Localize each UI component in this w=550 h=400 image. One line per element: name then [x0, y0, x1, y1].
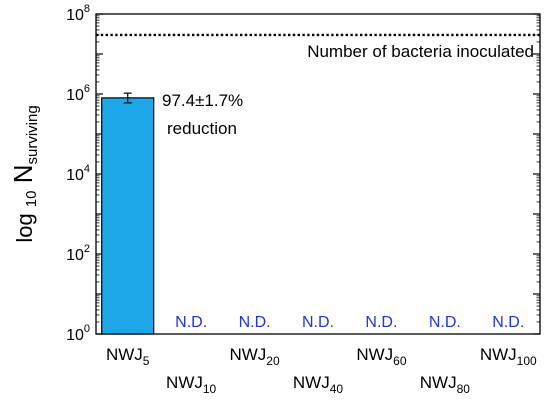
- x-category-label: NWJ5: [106, 345, 150, 368]
- y-tick-label: 100: [66, 323, 90, 344]
- reference-line-group: Number of bacteria inoculated: [96, 33, 540, 61]
- nd-label: N.D.: [302, 314, 334, 331]
- x-category-label: NWJ100: [480, 345, 537, 368]
- y-tick-label: 108: [66, 3, 90, 24]
- y-axis-ticks: 100 102 104 106 108: [66, 3, 540, 344]
- x-axis-category-labels: NWJ5 NWJ10 NWJ20 NWJ40 NWJ60 NWJ80 NWJ100: [106, 345, 537, 396]
- y-tick-label: 102: [66, 243, 90, 264]
- reference-line-label: Number of bacteria inoculated: [307, 42, 534, 61]
- x-category-label: NWJ10: [166, 373, 217, 396]
- x-category-label: NWJ80: [420, 373, 471, 396]
- plot-border: [95, 13, 541, 335]
- nd-label: N.D.: [175, 314, 207, 331]
- annotation-line2: reduction: [167, 119, 237, 138]
- x-category-label: NWJ40: [293, 373, 344, 396]
- annotation-line1: 97.4±1.7%: [162, 91, 243, 110]
- annotation-group: 97.4±1.7% reduction: [162, 91, 243, 138]
- y-axis-label-group: log 10 Nsurviving: [8, 105, 41, 242]
- plot-frame: [95, 13, 541, 335]
- y-tick-label: 104: [66, 163, 90, 184]
- nd-label: N.D.: [492, 314, 524, 331]
- bar-nwj5: [101, 97, 155, 335]
- nd-label: N.D.: [429, 314, 461, 331]
- y-tick-label: 106: [66, 83, 90, 104]
- x-category-label: NWJ20: [229, 345, 280, 368]
- bars: N.D. N.D. N.D. N.D. N.D. N.D.: [101, 92, 524, 335]
- nd-label: N.D.: [239, 314, 271, 331]
- x-category-label: NWJ60: [356, 345, 407, 368]
- nd-label: N.D.: [365, 314, 397, 331]
- y-axis-label: log 10 Nsurviving: [8, 105, 41, 242]
